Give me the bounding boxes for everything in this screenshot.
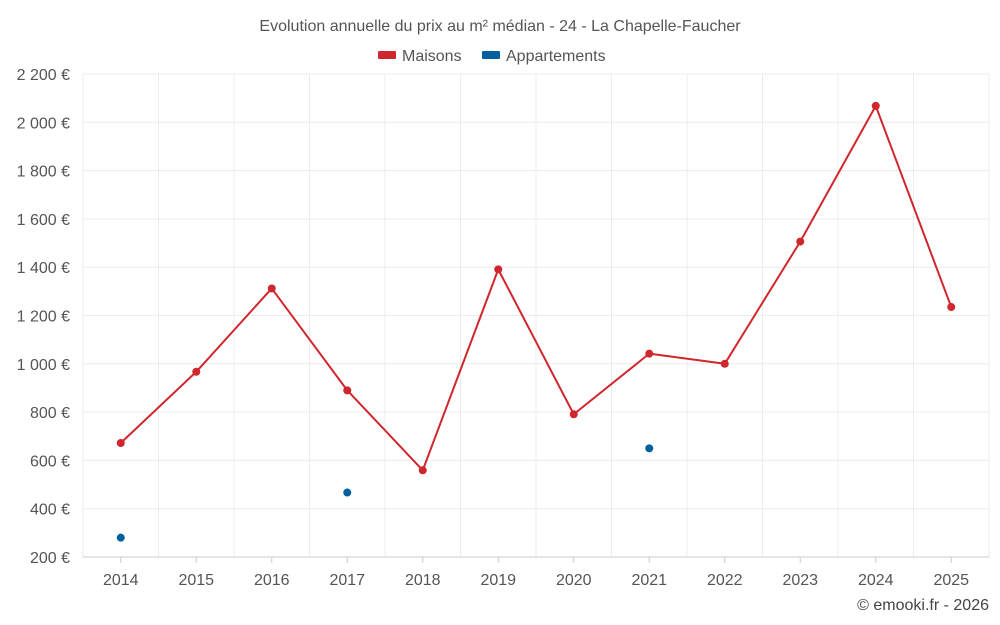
y-tick-label-600: 600 € <box>30 453 70 470</box>
legend-item-maisons[interactable]: Maisons <box>378 48 462 65</box>
x-tick-label-2023: 2023 <box>782 572 818 589</box>
x-tick-label-2014: 2014 <box>103 572 139 589</box>
series-layer <box>116 101 956 542</box>
x-tick-label-2017: 2017 <box>329 572 365 589</box>
point-appartements-2021[interactable] <box>645 444 654 453</box>
point-maisons-2016[interactable] <box>267 284 276 293</box>
series-line-maisons <box>120 104 953 472</box>
point-appartements-2017[interactable] <box>343 488 352 497</box>
point-maisons-2019[interactable] <box>494 265 503 274</box>
point-maisons-2023[interactable] <box>796 237 805 246</box>
point-maisons-2018[interactable] <box>418 466 427 475</box>
legend-swatch-appartements <box>482 51 500 59</box>
x-tick-label-2020: 2020 <box>556 572 592 589</box>
y-axis: 200 € 400 € 600 € 800 € 1 000 € 1 200 € 1 400 … <box>17 67 70 567</box>
credit-text: © emooki.fr - 2026 <box>857 597 989 614</box>
series-maisons <box>116 101 956 475</box>
y-tick-label-2200: 2 200 € <box>17 67 70 84</box>
x-tick-label-2025: 2025 <box>933 572 969 589</box>
y-tick-label-1000: 1 000 € <box>17 357 70 374</box>
y-tick-label-400: 400 € <box>30 502 70 519</box>
y-tick-label-1200: 1 200 € <box>17 309 70 326</box>
legend-label-appartements: Appartements <box>506 48 606 65</box>
point-maisons-2014[interactable] <box>116 439 125 448</box>
point-maisons-2017[interactable] <box>343 386 352 395</box>
x-tick-label-2019: 2019 <box>480 572 516 589</box>
y-tick-label-200: 200 € <box>30 550 70 567</box>
legend-label-maisons: Maisons <box>402 48 462 65</box>
grid <box>82 73 990 558</box>
series-appartements <box>116 444 654 542</box>
point-maisons-2025[interactable] <box>947 303 956 312</box>
y-tick-label-1800: 1 800 € <box>17 164 70 181</box>
x-axis: 2014 2015 2016 2017 2018 2019 2020 2021 2022 2023… <box>83 556 989 589</box>
legend-swatch-maisons <box>378 51 396 59</box>
point-maisons-2020[interactable] <box>569 410 578 419</box>
x-tick-label-2015: 2015 <box>178 572 214 589</box>
x-tick-label-2022: 2022 <box>707 572 743 589</box>
x-tick-label-2024: 2024 <box>858 572 894 589</box>
point-maisons-2021[interactable] <box>645 349 654 358</box>
point-maisons-2022[interactable] <box>720 359 729 368</box>
y-tick-label-1400: 1 400 € <box>17 260 70 277</box>
chart-title: Evolution annuelle du prix au m² médian … <box>259 18 741 35</box>
legend: Maisons Appartements <box>378 48 606 65</box>
y-tick-label-1600: 1 600 € <box>17 212 70 229</box>
x-tick-label-2018: 2018 <box>405 572 441 589</box>
y-tick-label-800: 800 € <box>30 405 70 422</box>
point-appartements-2014[interactable] <box>116 533 125 542</box>
x-tick-label-2021: 2021 <box>631 572 667 589</box>
point-maisons-2015[interactable] <box>192 367 201 376</box>
legend-item-appartements[interactable]: Appartements <box>482 48 606 65</box>
point-maisons-2024[interactable] <box>871 101 880 110</box>
x-tick-label-2016: 2016 <box>254 572 290 589</box>
y-tick-label-2000: 2 000 € <box>17 115 70 132</box>
